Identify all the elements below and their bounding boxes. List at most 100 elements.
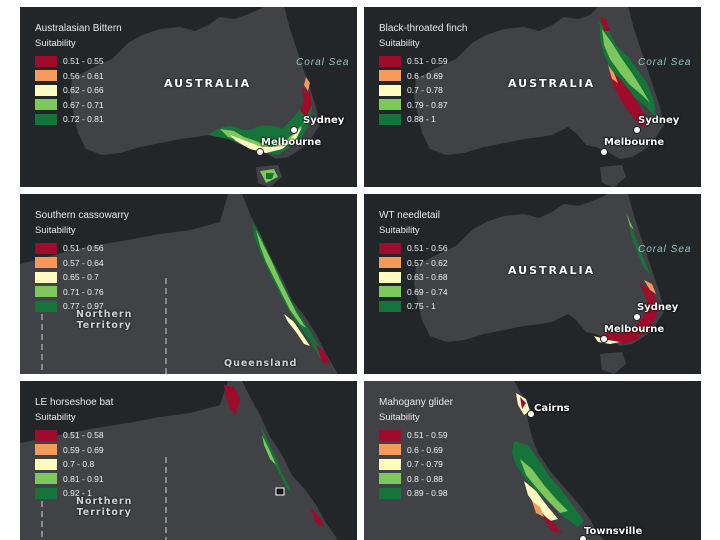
legend-label: 0.7 - 0.78 xyxy=(407,85,443,96)
suitability-queensland-orange xyxy=(608,65,618,83)
map-legend: Black-throated finch Suitability 0.51 - … xyxy=(379,23,467,127)
city-marker xyxy=(290,126,298,134)
suitability-north-red xyxy=(520,397,526,409)
legend-swatch xyxy=(379,84,401,96)
legend-swatch xyxy=(35,257,57,269)
legend-label: 0.51 - 0.59 xyxy=(407,430,448,441)
map-legend: WT needletail Suitability 0.51 - 0.56 0.… xyxy=(379,210,448,314)
legend-row: 0.8 - 0.88 xyxy=(379,472,453,487)
legend-swatch xyxy=(35,70,57,82)
map-legend: Southern cassowarry Suitability 0.51 - 0… xyxy=(35,210,129,314)
tasmania xyxy=(600,352,626,374)
legend-swatch xyxy=(379,444,401,456)
legend-row: 0.79 - 0.87 xyxy=(379,98,467,113)
legend-row: 0.57 - 0.64 xyxy=(35,256,129,271)
suitability-coast-orange xyxy=(304,77,310,91)
legend-title: Suitability xyxy=(35,225,76,236)
legend-swatch xyxy=(35,113,57,125)
legend-swatch xyxy=(35,444,57,456)
legend-swatch xyxy=(379,55,401,67)
legend-label: 0.51 - 0.55 xyxy=(63,56,104,67)
species-title: LE horseshoe bat xyxy=(35,397,114,408)
legend-label: 0.51 - 0.58 xyxy=(63,430,104,441)
legend-swatch xyxy=(35,84,57,96)
map-panel-wt-needletail: WT needletail Suitability 0.51 - 0.56 0.… xyxy=(364,194,701,374)
legend-swatch xyxy=(379,99,401,111)
sea-label: Coral Sea xyxy=(296,57,350,68)
legend-row: 0.72 - 0.81 xyxy=(35,112,122,127)
city-label-cairns: Cairns xyxy=(534,403,570,414)
legend-row: 0.92 - 1 xyxy=(35,486,113,501)
city-label-melbourne: Melbourne xyxy=(604,324,665,335)
suitability-main-light xyxy=(520,459,568,513)
legend-label: 0.63 - 0.68 xyxy=(407,272,448,283)
legend-row: 0.88 - 1 xyxy=(379,112,467,127)
legend-label: 0.6 - 0.69 xyxy=(407,444,443,455)
legend-row: 0.51 - 0.58 xyxy=(35,428,113,443)
suitability-main-red xyxy=(540,513,562,533)
location-marker xyxy=(275,487,285,496)
legend-label: 0.88 - 1 xyxy=(407,114,436,125)
sea-label: Coral Sea xyxy=(638,57,692,68)
legend-label: 0.8 - 0.88 xyxy=(407,473,443,484)
legend-row: 0.56 - 0.61 xyxy=(35,69,122,84)
legend-row: 0.59 - 0.69 xyxy=(35,443,113,458)
country-label: AUSTRALIA xyxy=(508,264,596,277)
legend-label: 0.65 - 0.7 xyxy=(63,272,99,283)
species-title: Southern cassowarry xyxy=(35,210,129,221)
suitability-tasmania-inner xyxy=(266,173,274,179)
city-marker xyxy=(600,148,608,156)
legend-row: 0.81 - 0.91 xyxy=(35,472,113,487)
map-legend: Mahogany glider Suitability 0.51 - 0.59 … xyxy=(379,397,453,501)
city-marker xyxy=(633,126,641,134)
legend-label: 0.62 - 0.66 xyxy=(63,85,104,96)
legend-label: 0.6 - 0.69 xyxy=(407,70,443,81)
legend-label: 0.81 - 0.91 xyxy=(63,473,104,484)
map-panel-southern-cassowarry: Southern cassowarry Suitability 0.51 - 0… xyxy=(20,194,357,374)
legend-swatch xyxy=(379,473,401,485)
suitability-main-orange xyxy=(532,501,544,517)
legend-swatch xyxy=(379,113,401,125)
sea-label: Coral Sea xyxy=(638,244,692,255)
legend-row: 0.51 - 0.56 xyxy=(379,241,448,256)
legend-label: 0.51 - 0.56 xyxy=(63,243,104,254)
region-label-northern-territory: Northern Territory xyxy=(76,496,133,518)
legend-swatch xyxy=(379,242,401,254)
suitability-coast-cream xyxy=(284,314,310,346)
legend-swatch xyxy=(35,487,57,499)
legend-swatch xyxy=(35,271,57,283)
queensland-map xyxy=(20,194,357,374)
suitability-coast-green xyxy=(260,425,292,493)
legend-title: Suitability xyxy=(379,38,420,49)
legend-swatch xyxy=(35,242,57,254)
legend-label: 0.56 - 0.61 xyxy=(63,70,104,81)
suitability-coast-green xyxy=(628,220,650,274)
legend-row: 0.67 - 0.71 xyxy=(35,98,122,113)
map-panel-australasian-bittern: Australasian Bittern Suitability 0.51 - … xyxy=(20,7,357,187)
legend-row: 0.6 - 0.69 xyxy=(379,443,453,458)
city-label-sydney: Sydney xyxy=(638,115,680,126)
legend-label: 0.71 - 0.76 xyxy=(63,286,104,297)
legend-swatch xyxy=(35,99,57,111)
suitability-mid xyxy=(230,127,302,153)
legend-row: 0.75 - 1 xyxy=(379,299,448,314)
legend-row: 0.7 - 0.78 xyxy=(379,83,467,98)
legend-label: 0.51 - 0.56 xyxy=(407,243,448,254)
legend-swatch xyxy=(35,300,57,312)
australia-map xyxy=(70,7,320,187)
suitability-main-cream xyxy=(524,481,558,521)
legend-label: 0.59 - 0.69 xyxy=(63,444,104,455)
australia-landmass xyxy=(414,194,664,346)
species-title: Black-throated finch xyxy=(379,23,468,34)
tasmania xyxy=(600,165,626,187)
legend-label: 0.72 - 0.81 xyxy=(63,114,104,125)
legend-label: 0.92 - 1 xyxy=(63,488,92,499)
map-legend: Australasian Bittern Suitability 0.51 - … xyxy=(35,23,122,127)
australia-map xyxy=(414,7,664,187)
species-title: Australasian Bittern xyxy=(35,23,122,34)
sea-top xyxy=(20,381,228,435)
city-marker xyxy=(527,410,535,418)
legend-title: Suitability xyxy=(35,412,76,423)
legend-label: 0.69 - 0.74 xyxy=(407,286,448,297)
legend-label: 0.77 - 0.97 xyxy=(63,301,104,312)
